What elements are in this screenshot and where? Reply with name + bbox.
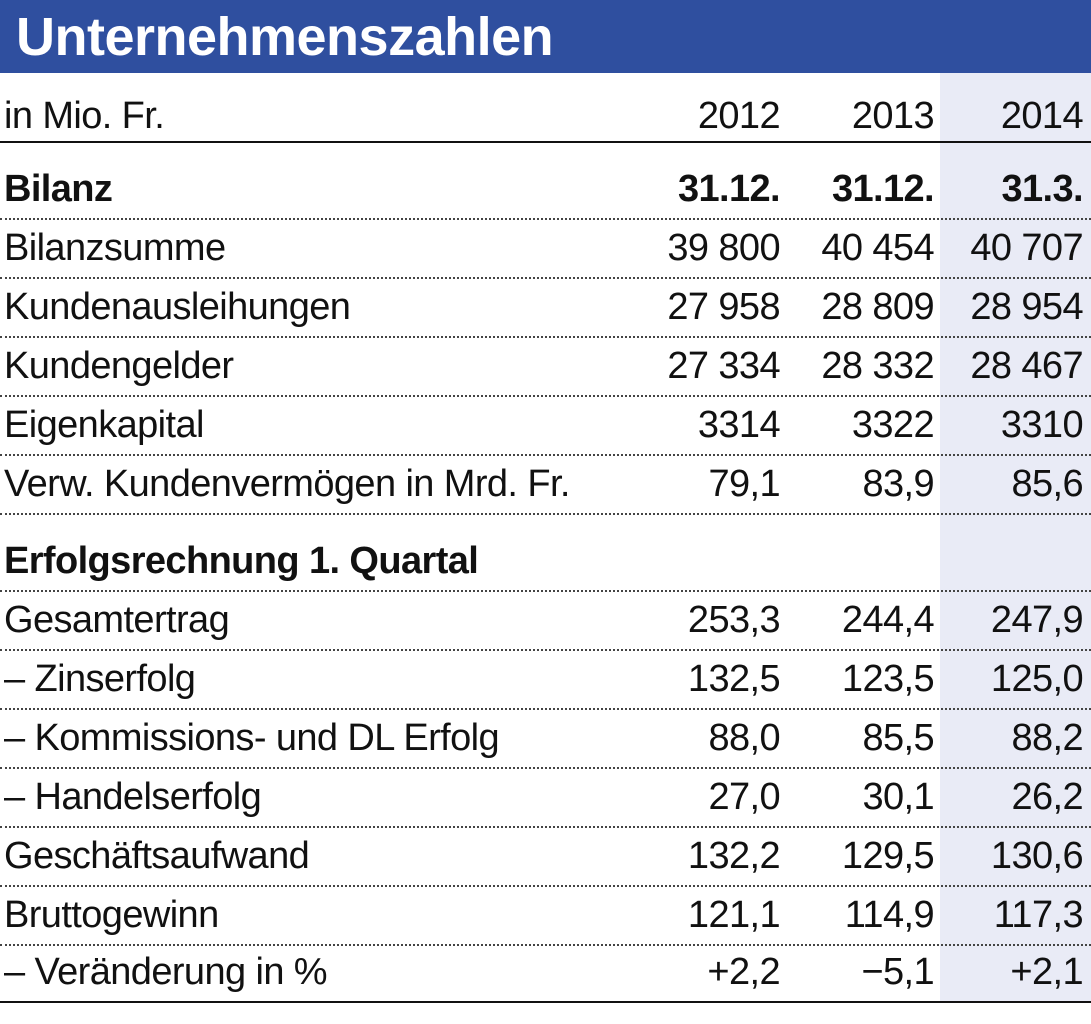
value-2012: 79,1 — [708, 463, 780, 505]
table-row: – Kommissions- und DL Erfolg 88,0 85,5 8… — [0, 709, 1091, 769]
value-2014: 26,2 — [1011, 776, 1083, 818]
table-row: Kundenausleihungen 27 958 28 809 28 954 — [0, 278, 1091, 338]
value-2012: 27,0 — [708, 776, 780, 818]
year-2012: 2012 — [697, 95, 781, 137]
value-2014: 28 954 — [970, 286, 1083, 328]
value-2013: 123,5 — [841, 658, 935, 700]
row-label: – Kommissions- und DL Erfolg — [4, 717, 500, 759]
value-2014: 3310 — [1000, 404, 1084, 446]
value-2012: 39 800 — [667, 227, 780, 269]
date-2014: 31.3. — [1001, 168, 1083, 210]
date-2013: 31.12. — [831, 168, 935, 210]
row-label: – Zinserfolg — [4, 658, 196, 700]
page-title: Unternehmenszahlen — [16, 7, 554, 67]
highlight-column-2014 — [940, 73, 1091, 1002]
value-2012: 132,5 — [687, 658, 781, 700]
unit-label: in Mio. Fr. — [4, 95, 165, 137]
table-row: Bilanzsumme 39 800 40 454 40 707 — [0, 219, 1091, 279]
section-title: Erfolgsrechnung 1. Quartal — [4, 540, 479, 582]
row-label: – Handelserfolg — [4, 776, 262, 818]
value-2013: 85,5 — [862, 717, 934, 759]
section-title: Bilanz — [4, 168, 113, 210]
title-bar: Unternehmenszahlen — [0, 0, 1091, 73]
table-row: Eigenkapital 3314 3322 3310 — [0, 396, 1091, 456]
row-label: Verw. Kundenvermögen in Mrd. Fr. — [4, 463, 570, 505]
value-2014: 130,6 — [990, 835, 1084, 877]
year-2014: 2014 — [1000, 95, 1084, 137]
header-divider — [0, 141, 1091, 143]
value-2013: 244,4 — [841, 599, 935, 641]
value-2013: 28 332 — [821, 345, 934, 387]
value-2012: 27 334 — [667, 345, 780, 387]
value-2012: +2,2 — [707, 951, 780, 993]
value-2013: 129,5 — [841, 835, 935, 877]
value-2013: 83,9 — [862, 463, 934, 505]
header-row: in Mio. Fr. 2012 2013 2014 — [0, 87, 1091, 145]
value-2014: 28 467 — [970, 345, 1083, 387]
bottom-rule — [0, 1001, 1091, 1003]
row-label: Kundenausleihungen — [4, 286, 351, 328]
section-heading-erfolg: Erfolgsrechnung 1. Quartal — [0, 532, 1091, 592]
section-heading-bilanz: Bilanz 31.12. 31.12. 31.3. — [0, 160, 1091, 220]
value-2014: 247,9 — [990, 599, 1084, 641]
value-2013: −5,1 — [861, 951, 934, 993]
value-2013: 40 454 — [821, 227, 934, 269]
value-2014: 117,3 — [993, 894, 1084, 936]
table-row: – Veränderung in % +2,2 −5,1 +2,1 — [0, 943, 1091, 1001]
row-label: Eigenkapital — [4, 404, 204, 446]
value-2014: 125,0 — [990, 658, 1084, 700]
row-label: Kundengelder — [4, 345, 234, 387]
date-2012: 31.12. — [677, 168, 781, 210]
row-label: Gesamtertrag — [4, 599, 230, 641]
table-row: Gesamtertrag 253,3 244,4 247,9 — [0, 591, 1091, 651]
value-2013: 3322 — [851, 404, 935, 446]
value-2012: 121,1 — [687, 894, 781, 936]
value-2013: 30,1 — [862, 776, 934, 818]
value-2014: 40 707 — [970, 227, 1083, 269]
value-2014: 85,6 — [1011, 463, 1083, 505]
value-2012: 132,2 — [687, 835, 781, 877]
row-label: Bilanzsumme — [4, 227, 226, 269]
table-row: Bruttogewinn 121,1 114,9 117,3 — [0, 886, 1091, 946]
value-2012: 3314 — [697, 404, 781, 446]
table-row: – Zinserfolg 132,5 123,5 125,0 — [0, 650, 1091, 710]
value-2012: 88,0 — [708, 717, 780, 759]
year-2013: 2013 — [851, 95, 935, 137]
table-row: Kundengelder 27 334 28 332 28 467 — [0, 337, 1091, 397]
value-2012: 27 958 — [667, 286, 780, 328]
value-2014: 88,2 — [1011, 717, 1083, 759]
row-label: Bruttogewinn — [4, 894, 219, 936]
row-label: Geschäftsaufwand — [4, 835, 310, 877]
table-row: – Handelserfolg 27,0 30,1 26,2 — [0, 768, 1091, 828]
value-2014: +2,1 — [1010, 951, 1083, 993]
value-2012: 253,3 — [687, 599, 781, 641]
value-2013: 114,9 — [844, 894, 935, 936]
table-row: Verw. Kundenvermögen in Mrd. Fr. 79,1 83… — [0, 455, 1091, 515]
table-row: Geschäftsaufwand 132,2 129,5 130,6 — [0, 827, 1091, 887]
row-label: – Veränderung in % — [4, 951, 328, 993]
value-2013: 28 809 — [821, 286, 934, 328]
